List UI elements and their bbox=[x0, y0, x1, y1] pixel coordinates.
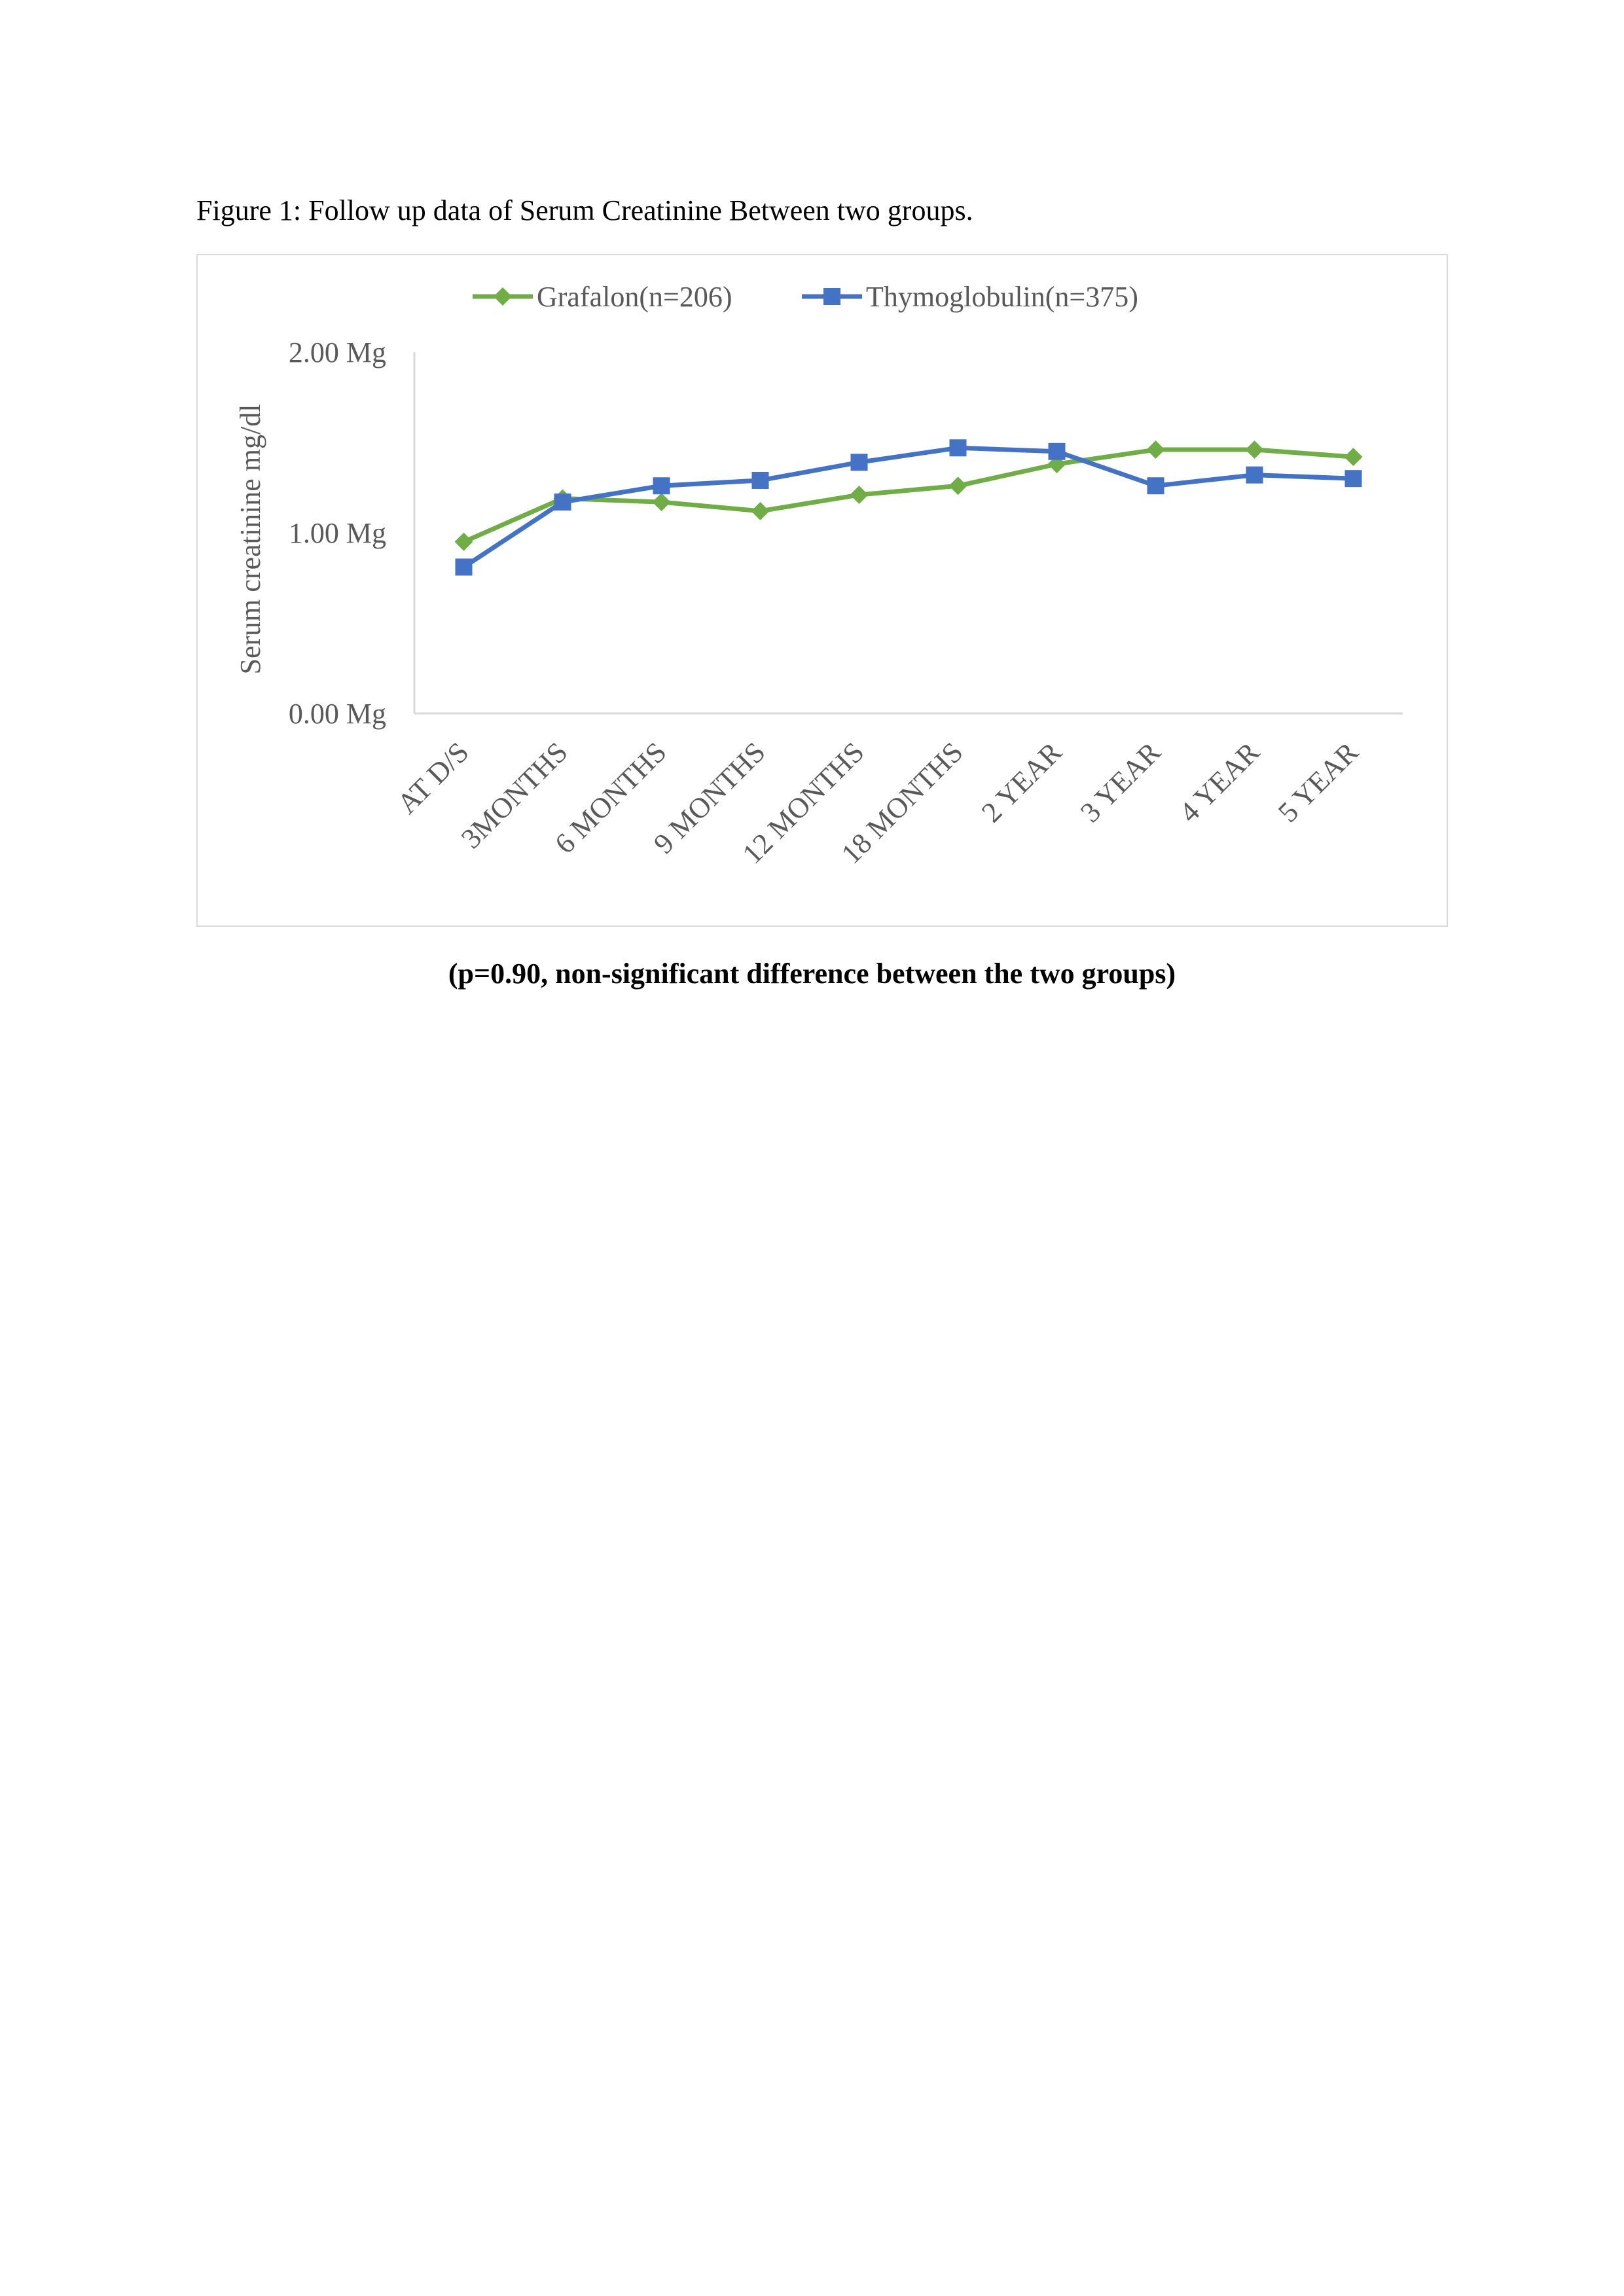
data-point-square bbox=[850, 454, 868, 471]
legend-label-2: Thymoglobulin(n=375) bbox=[866, 281, 1138, 313]
data-point-diamond bbox=[1344, 448, 1363, 467]
data-point-diamond bbox=[652, 493, 671, 512]
data-point-square bbox=[751, 471, 769, 489]
data-point-square bbox=[1344, 470, 1362, 488]
x-tick-label: AT D/S bbox=[391, 736, 475, 819]
series-line-1 bbox=[461, 447, 1356, 545]
data-point-diamond bbox=[454, 532, 473, 551]
y-tick-label: 2.00 Mg bbox=[289, 336, 386, 368]
data-point-diamond bbox=[948, 476, 967, 495]
x-tick-label: 5 YEAR bbox=[1272, 736, 1365, 829]
data-point-diamond bbox=[1146, 440, 1165, 459]
data-point-diamond bbox=[1245, 440, 1264, 459]
legend-marker-square bbox=[823, 288, 840, 305]
data-point-square bbox=[1147, 477, 1164, 495]
chart-frame bbox=[196, 254, 1448, 927]
y-tick-label: 1.00 Mg bbox=[289, 517, 386, 549]
x-tick-label: 3 YEAR bbox=[1074, 736, 1167, 829]
figure-caption: Figure 1: Follow up data of Serum Creati… bbox=[196, 194, 973, 226]
series-line-2 bbox=[461, 445, 1356, 569]
legend-marker-diamond bbox=[494, 287, 512, 306]
data-point-square bbox=[554, 493, 571, 511]
x-tick-label: 2 YEAR bbox=[975, 736, 1068, 829]
data-point-diamond bbox=[751, 501, 770, 520]
data-point-square bbox=[1246, 466, 1263, 484]
data-point-square bbox=[949, 439, 967, 457]
data-point-square bbox=[455, 558, 473, 576]
y-tick-label: 0.00 Mg bbox=[289, 698, 386, 730]
data-point-square bbox=[653, 477, 670, 495]
data-point-diamond bbox=[850, 486, 869, 505]
y-axis-title: Serum creatinine mg/dl bbox=[234, 404, 266, 675]
x-tick-label: 4 YEAR bbox=[1173, 736, 1266, 829]
significance-note: (p=0.90, non-significant difference betw… bbox=[448, 958, 1176, 990]
data-point-square bbox=[1048, 442, 1066, 460]
legend-label-1: Grafalon(n=206) bbox=[537, 281, 732, 313]
